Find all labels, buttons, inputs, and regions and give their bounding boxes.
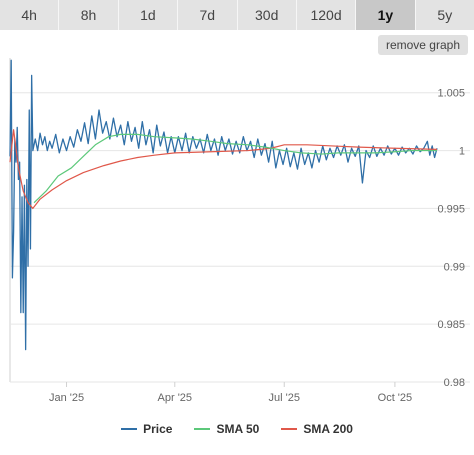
tab-120d[interactable]: 120d	[296, 0, 357, 30]
legend: Price SMA 50 SMA 200	[0, 418, 474, 440]
legend-label-sma-200: SMA 200	[303, 422, 353, 436]
x-tick-label: Jul '25	[269, 392, 300, 404]
tab-4h[interactable]: 4h	[0, 0, 60, 30]
tab-1y[interactable]: 1y	[356, 0, 416, 30]
y-tick-label: 0.98	[444, 377, 465, 389]
series-line-sma200	[9, 129, 438, 210]
y-tick-label: 0.985	[437, 319, 465, 331]
remove-graph-button[interactable]: remove graph	[377, 35, 468, 55]
x-tick-label: Apr '25	[158, 392, 193, 404]
tab-7d[interactable]: 7d	[178, 0, 238, 30]
x-axis-ticks: Jan '25 Apr '25 Jul '25 Oct '25	[49, 382, 412, 404]
tab-8h[interactable]: 8h	[59, 0, 119, 30]
y-tick-label: 1.005	[437, 88, 465, 100]
x-tick-label: Jan '25	[49, 392, 84, 404]
grid-lines	[9, 58, 470, 383]
legend-label-sma-50: SMA 50	[216, 422, 260, 436]
y-tick-label: 0.995	[437, 203, 465, 215]
timeframe-tabs: 4h 8h 1d 7d 30d 120d 1y 5y	[0, 0, 474, 30]
series-line-price	[9, 59, 438, 351]
series-lines	[9, 59, 438, 351]
tab-30d[interactable]: 30d	[237, 0, 297, 30]
legend-label-price: Price	[143, 422, 173, 436]
legend-item-sma-200[interactable]: SMA 200	[281, 422, 353, 436]
legend-swatch-sma-200	[281, 428, 298, 430]
tab-1d[interactable]: 1d	[118, 0, 179, 30]
y-tick-label: 1	[459, 146, 465, 158]
tab-5y[interactable]: 5y	[415, 0, 474, 30]
y-axis-ticks: 0.98 0.985 0.99 0.995 1 1.005	[437, 88, 465, 389]
legend-swatch-price	[121, 428, 138, 430]
legend-item-price[interactable]: Price	[121, 422, 172, 436]
legend-swatch-sma-50	[194, 428, 211, 430]
legend-item-sma-50[interactable]: SMA 50	[194, 422, 259, 436]
y-tick-label: 0.99	[444, 261, 465, 273]
x-tick-label: Oct '25	[378, 392, 413, 404]
series-line-sma50	[33, 133, 437, 204]
